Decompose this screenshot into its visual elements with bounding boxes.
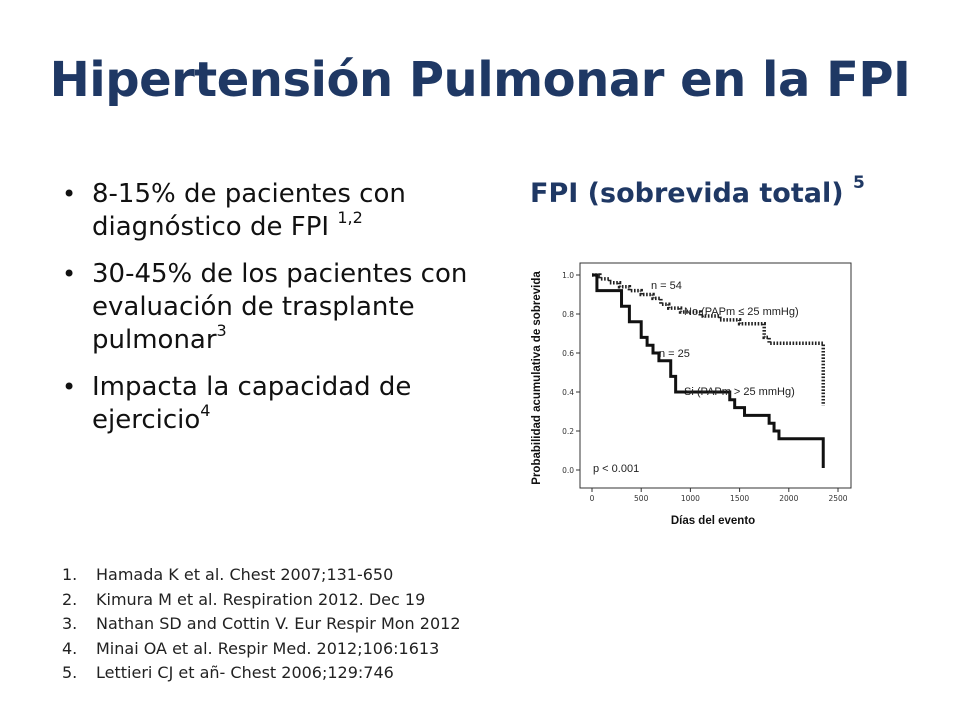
reference-number: 2. (62, 589, 78, 609)
x-tick-label: 1000 (681, 494, 700, 503)
plot-frame (579, 262, 852, 489)
bullet-item: • 8-15% de pacientes con diagnóstico de F… (58, 178, 498, 244)
chart-title: FPI (sobrevida total) 5 (530, 175, 865, 210)
bullet-list: • 8-15% de pacientes con diagnóstico de F… (58, 178, 498, 451)
annotation-n-si: n = 25 (659, 348, 690, 360)
reference-text: Hamada K et al. Chest 2007;131-650 (96, 565, 394, 584)
reference-item: 3. Nathan SD and Cottin V. Eur Respir Mon… (62, 612, 532, 637)
x-tick-label: 500 (634, 494, 649, 503)
reference-text: Minai OA et al. Respir Med. 2012;106:161… (96, 638, 440, 658)
reference-item: 4. Minai OA et al. Respir Med. 2012;106:1… (62, 637, 532, 662)
reference-number: 5. (62, 663, 78, 682)
reference-text: Kimura M et al. Respiration 2012. Dec 19 (96, 589, 426, 609)
y-tick-label: 0.4 (562, 388, 574, 397)
y-tick-label: 0.6 (562, 349, 574, 358)
reference-text: Lettieri CJ et añ- Chest 2006;129:746 (96, 663, 394, 682)
x-tick-label: 0 (590, 494, 595, 503)
bullet-citation: 1,2 (337, 208, 363, 228)
x-tick-label: 2000 (779, 494, 798, 503)
bullet-item: • 30-45% de los pacientes con evaluación … (58, 258, 498, 357)
bullet-text: 30-45% de los pacientes con evaluación d… (92, 259, 468, 355)
y-axis-label: Probabilidad acumulativa de sobrevida (531, 271, 543, 485)
series-line-no (592, 273, 825, 406)
reference-text: Nathan SD and Cottin V. Eur Respir Mon 2… (96, 614, 461, 633)
annotation-pvalue: p < 0.001 (593, 463, 639, 475)
bullet-citation: 3 (216, 321, 227, 341)
x-tick-label: 1500 (730, 494, 749, 503)
x-axis-label: Días del evento (671, 515, 755, 527)
reference-item: 5. Lettieri CJ et añ- Chest 2006;129:746 (62, 661, 532, 686)
y-axis: 0.0 0.2 0.4 0.6 0.8 1.0 (562, 271, 580, 475)
bullet-item: • Impacta la capacidad de ejercicio4 (58, 371, 498, 437)
y-tick-label: 1.0 (562, 271, 574, 280)
reference-number: 3. (62, 614, 78, 633)
annotation-label-no: No (PAPm ≤ 25 mmHg) (684, 306, 799, 318)
slide-title: Hipertensión Pulmonar en la FPI (49, 52, 911, 108)
chart-title-text: FPI (sobrevida total) (530, 178, 853, 209)
bullet-text: Impacta la capacidad de ejercicio (92, 372, 412, 435)
bullet-glyph: • (62, 260, 77, 288)
x-axis: 0 500 1000 1500 2000 2500 (590, 488, 848, 503)
y-tick-label: 0.8 (562, 310, 574, 319)
reference-number: 4. (62, 638, 78, 658)
bullet-text: 8-15% de pacientes con diagnóstico de FP… (92, 179, 406, 242)
y-tick-label: 0.2 (562, 427, 574, 436)
bullet-glyph: • (62, 373, 77, 401)
annotation-label-si: Si (PAPm > 25 mmHg) (684, 386, 795, 398)
chart-title-citation: 5 (852, 173, 865, 193)
bullet-citation: 4 (200, 401, 211, 421)
series-group (592, 273, 825, 469)
reference-number: 1. (62, 565, 78, 584)
reference-list: 1. Hamada K et al. Chest 2007;131-650 2. K… (62, 563, 532, 686)
annotation-n-no: n = 54 (651, 280, 682, 292)
reference-item: 1. Hamada K et al. Chest 2007;131-650 (62, 563, 532, 588)
x-tick-label: 2500 (828, 494, 847, 503)
y-tick-label: 0.0 (562, 466, 574, 475)
reference-item: 2. Kimura M et al. Respiration 2012. Dec … (62, 588, 532, 613)
bullet-glyph: • (62, 180, 77, 208)
series-line-si (592, 273, 825, 469)
